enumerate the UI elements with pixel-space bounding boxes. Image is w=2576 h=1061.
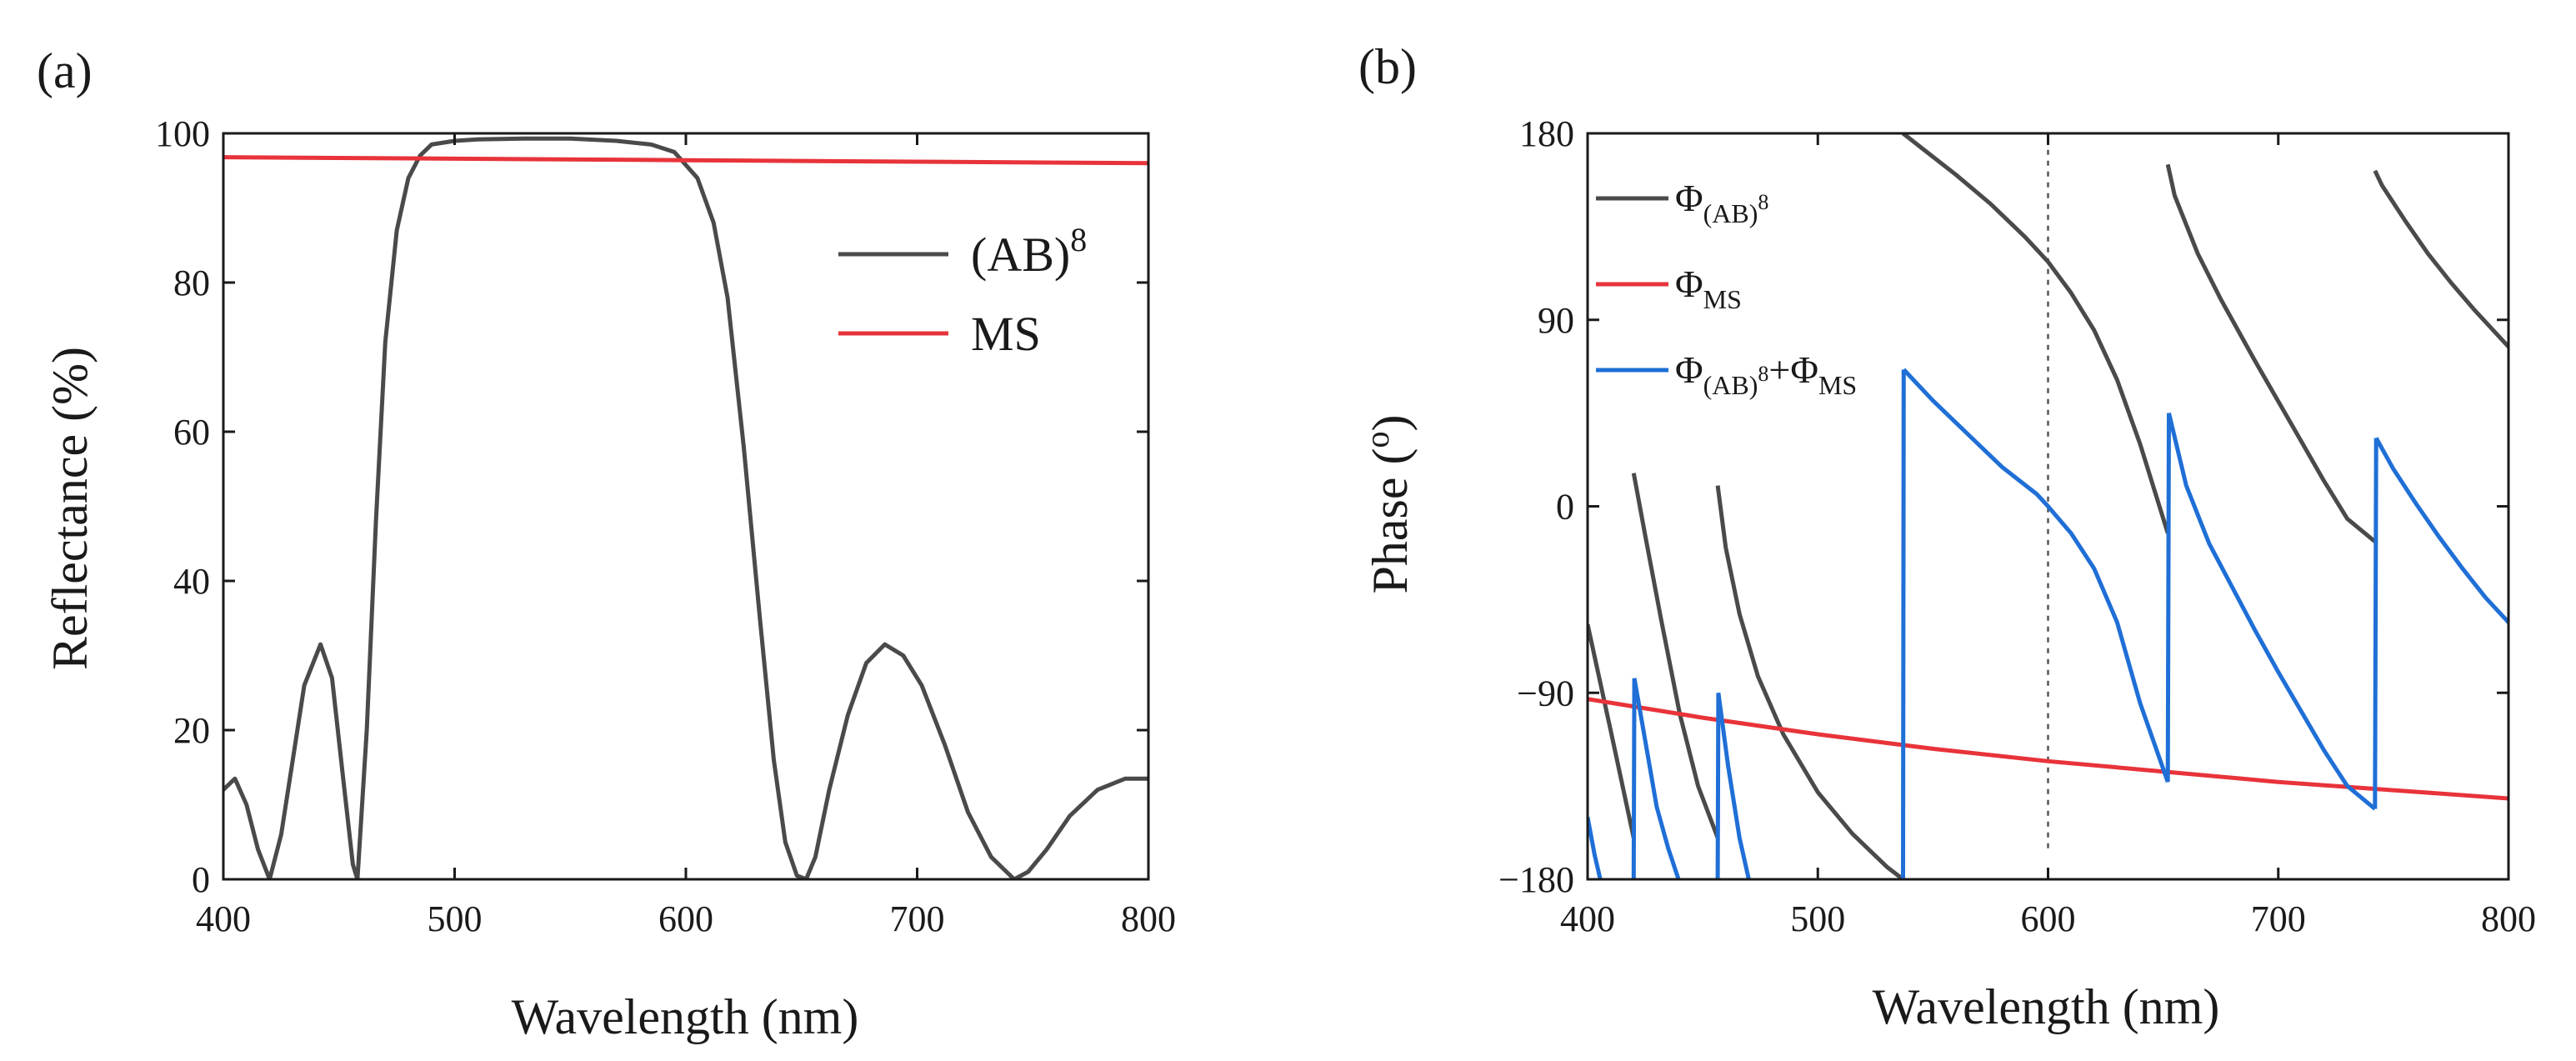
panel-a-legend-entry: (AB)8 bbox=[971, 221, 1087, 282]
panel-a-y-tick-label: 100 bbox=[155, 113, 210, 154]
panel-a-y-tick-label: 20 bbox=[173, 710, 210, 751]
panel-a-x-axis-label: Wavelength (nm) bbox=[512, 989, 859, 1044]
panel-b-legend-entry: Φ(AB)8+ΦMS bbox=[1675, 348, 1857, 400]
panel-b-x-tick-label: 400 bbox=[1560, 898, 1615, 939]
panel-b-x-tick-label: 800 bbox=[2481, 898, 2536, 939]
panel-a-y-tick-label: 40 bbox=[173, 561, 210, 602]
panel-b-series-line-phi-ab8 bbox=[1631, 473, 1720, 839]
panel-b-series-line-phi-sum bbox=[1901, 369, 1906, 879]
panel-a-y-tick-label: 60 bbox=[173, 412, 210, 453]
panel-a-x-tick-label: 800 bbox=[1121, 898, 1176, 939]
panel-a-series-line-ab8 bbox=[223, 136, 1148, 879]
panel-a-y-tick-label: 0 bbox=[192, 859, 210, 900]
panel-b-y-tick-label: −180 bbox=[1498, 859, 1574, 900]
panel-a-x-tick-label: 400 bbox=[196, 898, 251, 939]
panel-b-series-line-phi-sum bbox=[1902, 368, 2170, 783]
panel-a-reflectance-chart: (a) 400 500 600 700 800 0 20 40 60 80 100 (AB)8 MS W… bbox=[37, 43, 1176, 1044]
panel-b-plot-area: 400 500 600 700 800−180−90090180Φ(AB)8ΦMSΦ(A… bbox=[1498, 113, 2536, 939]
panel-b-series-line-phi-ab8 bbox=[2373, 169, 2508, 348]
panel-b-series-line-phi-ab8 bbox=[1715, 485, 1905, 879]
panel-b-series-line-phi-sum bbox=[2373, 438, 2378, 809]
panel-b-y-axis-label: Phase (o) bbox=[1358, 415, 1418, 594]
panel-b-x-tick-label: 500 bbox=[1790, 898, 1845, 939]
panel-b-y-tick-label: 180 bbox=[1519, 113, 1574, 154]
panel-a-x-tick-label: 600 bbox=[658, 898, 713, 939]
panel-b-legend: Φ(AB)8 ΦMS Φ(AB)8+ΦMS bbox=[1596, 177, 1857, 400]
panel-b-series-line-phi-ab8 bbox=[1901, 133, 2170, 534]
panel-a-series-line-ms bbox=[223, 155, 1148, 166]
panel-a-x-tick-label: 500 bbox=[428, 898, 483, 939]
panel-a-legend: (AB)8 MS bbox=[838, 221, 1087, 361]
panel-a-plot-area: 400 500 600 700 800 0 20 40 60 80 100 (AB)8 MS bbox=[155, 113, 1176, 939]
panel-b-phase-chart: (b) 400 500 600 700 800 −180 −90 0 90 180 Φ(AB)8 ΦM… bbox=[1358, 39, 2536, 1034]
panel-b-series-line-phi-ms bbox=[1588, 697, 2508, 801]
panel-b-x-tick-label: 700 bbox=[2251, 898, 2306, 939]
panel-b-y-tick-label: 90 bbox=[1538, 300, 1574, 341]
panel-a-legend-entry: MS bbox=[971, 307, 1041, 361]
panel-b-label: (b) bbox=[1358, 39, 1417, 94]
panel-b-y-tick-label: −90 bbox=[1517, 673, 1574, 713]
panel-b-series-line-phi-sum bbox=[2167, 413, 2377, 811]
panel-b-x-tick-label: 600 bbox=[2021, 898, 2076, 939]
panel-a-label: (a) bbox=[37, 43, 93, 98]
panel-b-series-line-phi-ab8 bbox=[2165, 163, 2377, 543]
panel-b-series-line-phi-sum bbox=[2374, 437, 2508, 624]
panel-b-x-axis-label: Wavelength (nm) bbox=[1873, 979, 2220, 1034]
panel-a-y-axis-label: Reflectance (%) bbox=[43, 347, 98, 670]
panel-a-y-tick-label: 80 bbox=[173, 263, 210, 303]
panel-b-legend-entry: ΦMS bbox=[1675, 263, 1742, 314]
panel-b-series-line-phi-ab8 bbox=[1588, 623, 1636, 838]
panel-b-legend-entry: Φ(AB)8 bbox=[1675, 177, 1768, 228]
panel-b-series-line-phi-sum bbox=[1716, 692, 1751, 879]
panel-a-x-tick-label: 700 bbox=[890, 898, 945, 939]
panel-b-series-line-phi-sum bbox=[1632, 678, 1681, 879]
panel-b-series-line-phi-sum bbox=[1631, 678, 1637, 879]
panel-b-series-line-phi-sum bbox=[1588, 816, 1603, 879]
panel-b-y-tick-label: 0 bbox=[1556, 487, 1574, 528]
